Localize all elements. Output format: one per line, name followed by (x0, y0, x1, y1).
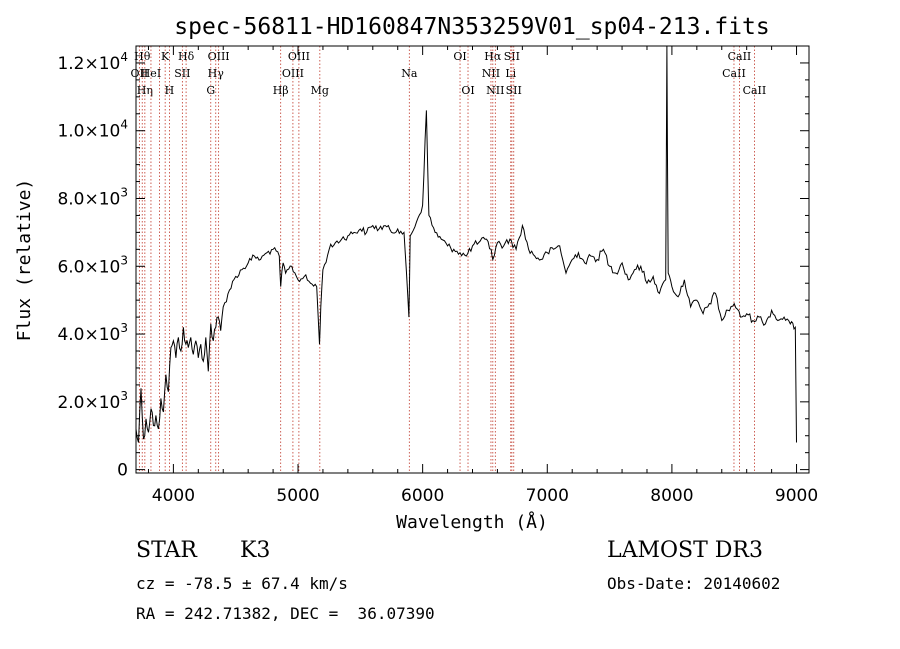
x-tick-label: 4000 (152, 486, 195, 506)
line-label: SII (174, 67, 190, 80)
x-tick-label: 5000 (276, 486, 319, 506)
y-tick-mantissa: 4.0×10 (57, 325, 120, 345)
line-label: OI (453, 50, 466, 63)
line-label: NII (482, 67, 500, 80)
line-label: OIII (208, 50, 230, 63)
spectrum-series (135, 45, 797, 443)
line-label: Na (401, 67, 418, 80)
line-label: CaII (743, 84, 767, 97)
y-tick-exponent: 3 (120, 253, 128, 267)
line-label: CaII (722, 67, 746, 80)
y-tick-exponent: 3 (120, 321, 128, 335)
y-tick-exponent: 3 (120, 186, 128, 200)
line-label: Hη (137, 84, 153, 97)
spectral-subclass: K3 (240, 538, 271, 563)
y-tick-exponent: 4 (120, 118, 128, 132)
x-tick-label: 6000 (401, 486, 444, 506)
chart-title: spec-56811-HD160847N353259V01_sp04-213.f… (174, 14, 769, 40)
line-label: Hδ (178, 50, 195, 63)
y-tick-label: 4.0×103 (57, 321, 128, 345)
line-label: Hα (484, 50, 502, 63)
y-tick-mantissa: 8.0×10 (57, 190, 120, 210)
y-tick-mantissa: 0 (117, 461, 128, 481)
line-label: CaII (728, 50, 752, 63)
x-tick-label: 8000 (650, 486, 693, 506)
object-class: STAR (136, 538, 197, 563)
line-label: Hγ (208, 67, 225, 80)
line-label: H (165, 84, 175, 97)
spectrum-line (135, 45, 797, 443)
observation-date: Obs-Date: 20140602 (607, 574, 781, 593)
redshift-readout: cz = -78.5 ± 67.4 km/s (136, 574, 348, 593)
line-label: Hβ (273, 84, 289, 97)
y-tick-mantissa: 1.0×10 (57, 122, 120, 142)
x-axis: 4000 5000 6000 7000 8000 9000 (147, 46, 818, 506)
line-label: SII (504, 50, 520, 63)
line-label: G (206, 84, 215, 97)
y-tick-label: 0 (117, 461, 128, 481)
y-tick-label: 8.0×103 (57, 186, 128, 210)
line-label: OIII (282, 67, 304, 80)
coordinates-readout: RA = 242.71382, DEC = 36.07390 (136, 604, 435, 623)
y-axis-label: Flux (relative) (14, 179, 35, 342)
y-tick-label: 6.0×103 (57, 253, 128, 277)
y-tick-mantissa: 1.2×10 (57, 54, 120, 74)
y-tick-label: 2.0×103 (57, 389, 128, 413)
y-tick-label: 1.0×104 (57, 118, 128, 142)
y-tick-exponent: 3 (120, 389, 128, 403)
line-label: NII (486, 84, 504, 97)
x-tick-label: 9000 (775, 486, 818, 506)
line-label: OII (131, 67, 149, 80)
y-tick-exponent: 4 (120, 50, 128, 64)
line-label: Hθ (134, 50, 151, 63)
y-tick-mantissa: 2.0×10 (57, 393, 120, 413)
y-tick-label: 1.2×104 (57, 50, 128, 74)
line-label: HeI (141, 67, 161, 80)
plot-frame (135, 45, 810, 474)
x-tick-label: 7000 (526, 486, 569, 506)
x-axis-label: Wavelength (Å) (396, 511, 548, 533)
line-label: Mg (311, 84, 329, 97)
y-axis: 02.0×1034.0×1036.0×1038.0×1031.0×1041.2×… (57, 50, 809, 481)
survey-name: LAMOST DR3 (607, 538, 763, 563)
line-label: SII (506, 84, 522, 97)
line-label: Li (505, 67, 516, 80)
line-label: OI (461, 84, 474, 97)
line-label: OIII (288, 50, 310, 63)
line-label: K (161, 50, 170, 63)
y-tick-mantissa: 6.0×10 (57, 257, 120, 277)
